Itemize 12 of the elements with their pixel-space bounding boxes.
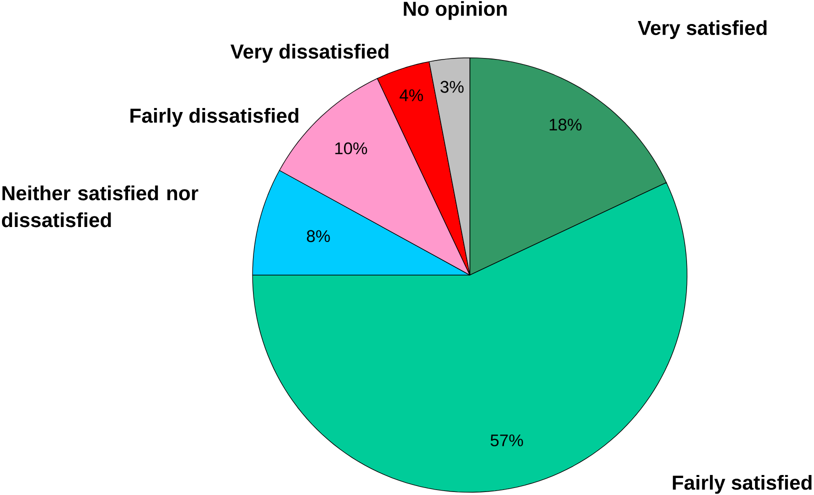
data-label: 3%	[440, 80, 464, 93]
data-label: 18%	[550, 118, 582, 131]
data-label: 57%	[490, 434, 524, 446]
slice-label: No opinion	[404, 1, 507, 20]
slice-label: Neither satisfied nor dissatisfied	[2, 186, 198, 228]
slice-label: Fairly dissatisfied	[130, 108, 298, 127]
data-label: 8%	[306, 230, 330, 242]
slice-label: Very dissatisfied	[230, 44, 388, 63]
data-label: 4%	[400, 89, 423, 102]
slice-label: Very satisfied	[638, 20, 767, 40]
data-label: 10%	[335, 142, 368, 154]
slice-label: Fairly satisfied	[672, 475, 812, 494]
